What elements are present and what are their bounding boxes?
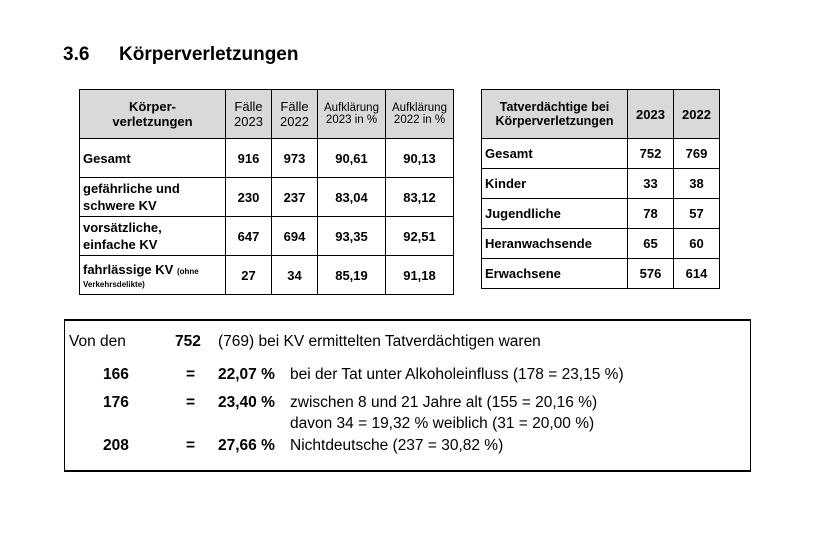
row-label: fahrlässige KV (ohne Verkehrsdelikte) [79,255,226,295]
cell-value: 694 [271,216,318,256]
table-row: Erwachsene 576 614 [481,258,720,289]
cell-value: 93,35 [317,216,386,256]
summary-text: bei der Tat unter Alkoholeinfluss (178 =… [290,366,624,383]
cell-value: 83,04 [317,177,386,217]
header-2023: 2023 [627,89,674,139]
summary-equals: = [186,394,196,411]
section-title: Körperverletzungen [119,44,299,65]
cases-table: Körper-verletzungen Fälle 2023 Fälle 2022 … [79,89,454,295]
summary-intro-label: Von den [69,333,126,350]
header-2022: 2022 [673,89,720,139]
section-heading: 3.6 Körperverletzungen [63,44,298,66]
cell-value: 769 [673,138,720,169]
cell-value: 92,51 [385,216,454,256]
cell-value: 38 [673,168,720,199]
cell-value: 614 [673,258,720,289]
table-row: Kinder 33 38 [481,168,720,199]
summary-equals: = [186,437,196,454]
summary-count: 176 [103,394,129,411]
cell-value: 65 [627,228,674,259]
table-row: Jugendliche 78 57 [481,198,720,229]
row-label: Gesamt [481,138,628,169]
cell-value: 647 [225,216,272,256]
summary-equals: = [186,366,196,383]
cell-value: 85,19 [317,255,386,295]
cell-value: 57 [673,198,720,229]
table-row: fahrlässige KV (ohne Verkehrsdelikte) 27 … [79,255,454,295]
table-row: vorsätzliche, einfache KV 647 694 93,35 9… [79,216,454,256]
suspects-table: Tatverdächtige bei Körperverletzungen 202… [481,89,720,289]
summary-text: Nichtdeutsche (237 = 30,82 %) [290,437,504,454]
summary-percent: 22,07 % [218,366,275,383]
cell-value: 237 [271,177,318,217]
summary-box: Von den 752 (769) bei KV ermittelten Tat… [64,319,751,472]
summary-intro-number: 752 [175,333,201,350]
cell-value: 916 [225,138,272,178]
section-number: 3.6 [63,44,90,65]
cell-value: 230 [225,177,272,217]
header-cases-2023: Fälle 2023 [225,89,272,139]
summary-text: zwischen 8 und 21 Jahre alt (155 = 20,16… [290,394,598,411]
table-row: Heranwachsende 65 60 [481,228,720,259]
row-label: vorsätzliche, einfache KV [79,216,226,256]
cell-value: 60 [673,228,720,259]
summary-percent: 23,40 % [218,394,275,411]
cell-value: 27 [225,255,272,295]
row-label: Heranwachsende [481,228,628,259]
cell-value: 34 [271,255,318,295]
cases-table-header: Körper-verletzungen Fälle 2023 Fälle 2022 … [79,89,454,139]
header-clearance-2022: Aufklärung 2022 in % [385,89,454,139]
header-category: Körper-verletzungen [79,89,226,139]
table-row: gefährliche und schwere KV 230 237 83,04 … [79,177,454,217]
cell-value: 91,18 [385,255,454,295]
table-row: Gesamt 916 973 90,61 90,13 [79,138,454,178]
summary-count: 166 [103,366,129,383]
row-label: Jugendliche [481,198,628,229]
table-row: Gesamt 752 769 [481,138,720,169]
summary-intro-text: (769) bei KV ermittelten Tatverdächtigen… [218,333,541,350]
summary-subtext: davon 34 = 19,32 % weiblich (31 = 20,00 … [290,415,595,432]
summary-percent: 27,66 % [218,437,275,454]
header-suspects: Tatverdächtige bei Körperverletzungen [481,89,628,139]
header-clearance-2023: Aufklärung 2023 in % [317,89,386,139]
header-cases-2022: Fälle 2022 [271,89,318,139]
cell-value: 752 [627,138,674,169]
row-label: gefährliche und schwere KV [79,177,226,217]
row-label: Erwachsene [481,258,628,289]
row-label: Kinder [481,168,628,199]
cell-value: 33 [627,168,674,199]
cell-value: 90,13 [385,138,454,178]
cell-value: 576 [627,258,674,289]
cell-value: 973 [271,138,318,178]
cell-value: 78 [627,198,674,229]
row-label: Gesamt [79,138,226,178]
cell-value: 90,61 [317,138,386,178]
suspects-table-header: Tatverdächtige bei Körperverletzungen 202… [481,89,720,139]
summary-count: 208 [103,437,129,454]
cell-value: 83,12 [385,177,454,217]
